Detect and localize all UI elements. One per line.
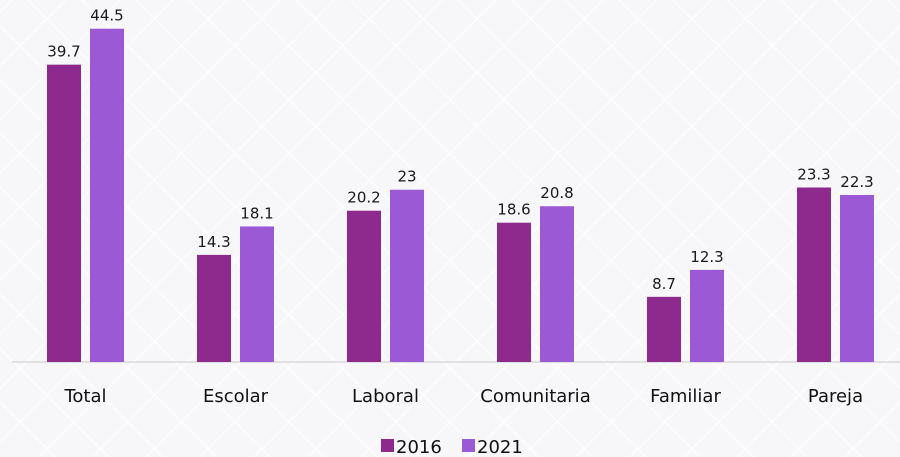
category-label-comunitaria: Comunitaria [480, 386, 590, 407]
bar-familiar-2016 [647, 296, 681, 362]
legend: 2016 2021 [381, 437, 523, 457]
bars-layer [47, 28, 874, 363]
category-label-pareja: Pareja [808, 386, 863, 407]
data-label-familiar-2016: 8.7 [652, 275, 676, 293]
data-label-comunitaria-2016: 18.6 [497, 201, 530, 219]
bar-familiar-2021 [690, 269, 724, 362]
bar-comunitaria-2021 [540, 206, 574, 362]
data-label-laboral-2016: 20.2 [347, 189, 380, 207]
data-label-laboral-2021: 23 [397, 168, 416, 186]
bar-pareja-2021 [840, 194, 874, 362]
data-labels-layer: 39.7 44.5 14.3 18.1 20.2 23 18.6 20.8 8.7 12.3 23.… [47, 7, 873, 293]
data-label-total-2016: 39.7 [47, 43, 80, 61]
bar-pareja-2016 [797, 187, 831, 362]
bar-escolar-2016 [197, 254, 231, 362]
bar-escolar-2021 [240, 226, 274, 362]
data-label-escolar-2021: 18.1 [240, 204, 273, 222]
category-label-escolar: Escolar [203, 386, 269, 407]
data-label-comunitaria-2021: 20.8 [540, 184, 573, 202]
category-label-laboral: Laboral [352, 386, 419, 407]
bar-total-2016 [47, 64, 81, 363]
category-labels-layer: Total Escolar Laboral Comunitaria Familiar Pa… [63, 386, 863, 407]
bar-laboral-2016 [347, 210, 381, 362]
data-label-pareja-2016: 23.3 [797, 165, 830, 183]
legend-label-2016: 2016 [396, 437, 442, 457]
bar-total-2021 [90, 28, 124, 363]
legend-swatch-2021 [462, 439, 475, 452]
bar-laboral-2021 [390, 189, 424, 362]
legend-swatch-2016 [381, 439, 394, 452]
data-label-familiar-2021: 12.3 [690, 248, 723, 266]
data-label-total-2021: 44.5 [90, 7, 123, 25]
data-label-escolar-2016: 14.3 [197, 233, 230, 251]
category-label-total: Total [63, 386, 106, 407]
legend-label-2021: 2021 [477, 437, 523, 457]
data-label-pareja-2021: 22.3 [840, 173, 873, 191]
category-label-familiar: Familiar [650, 386, 721, 407]
bar-comunitaria-2016 [497, 222, 531, 362]
